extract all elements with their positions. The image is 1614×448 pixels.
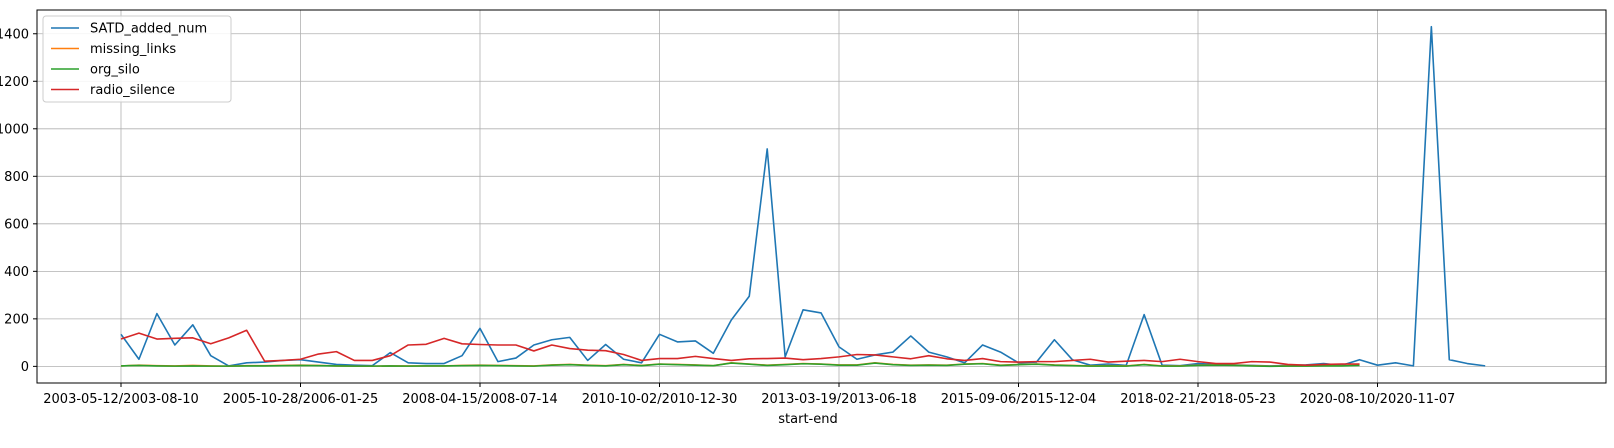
legend-label: missing_links bbox=[90, 42, 176, 57]
y-tick-label: 1400 bbox=[0, 27, 29, 42]
x-tick-label: 2005-10-28/2006-01-25 bbox=[223, 392, 378, 407]
legend-label: radio_silence bbox=[90, 83, 175, 98]
x-tick-label: 2013-03-19/2013-06-18 bbox=[761, 392, 916, 407]
legend: SATD_added_num missing_links org_siloradio… bbox=[42, 15, 232, 103]
x-tick-label: 2003-05-12/2003-08-10 bbox=[43, 392, 198, 407]
series-line-org-silo bbox=[120, 362, 1360, 368]
y-tick-label: 200 bbox=[4, 312, 29, 327]
y-tick-label: 0 bbox=[21, 360, 29, 375]
x-tick-label: 2010-10-02/2010-12-30 bbox=[582, 392, 737, 407]
y-tick-label: 400 bbox=[4, 265, 29, 280]
x-axis-ticks: 2003-05-12/2003-08-10 2005-10-28/2006-01-… bbox=[43, 383, 1455, 407]
y-tick-label: 800 bbox=[4, 170, 29, 185]
x-tick-label: 2018-02-21/2018-05-23 bbox=[1120, 392, 1275, 407]
legend-label: SATD_added_num bbox=[90, 22, 207, 37]
x-tick-label: 2008-04-15/2008-07-14 bbox=[402, 392, 557, 407]
series-lines bbox=[120, 25, 1486, 368]
x-tick-label: 2015-09-06/2015-12-04 bbox=[941, 392, 1096, 407]
y-axis-ticks: 0 200 400 600 800 1000 1200 1400 bbox=[0, 27, 37, 375]
x-axis-label: start-end bbox=[778, 412, 837, 427]
legend-box bbox=[42, 15, 232, 103]
plot-frame bbox=[36, 9, 1607, 384]
series-line-radio-silence bbox=[120, 329, 1360, 366]
y-tick-label: 600 bbox=[4, 217, 29, 232]
legend-label: org_silo bbox=[90, 63, 140, 78]
y-tick-label: 1200 bbox=[0, 75, 29, 90]
grid bbox=[37, 10, 1606, 383]
x-tick-label: 2020-08-10/2020-11-07 bbox=[1300, 392, 1455, 407]
series-line-SATD-added-num bbox=[120, 25, 1486, 367]
y-tick-label: 1000 bbox=[0, 122, 29, 137]
